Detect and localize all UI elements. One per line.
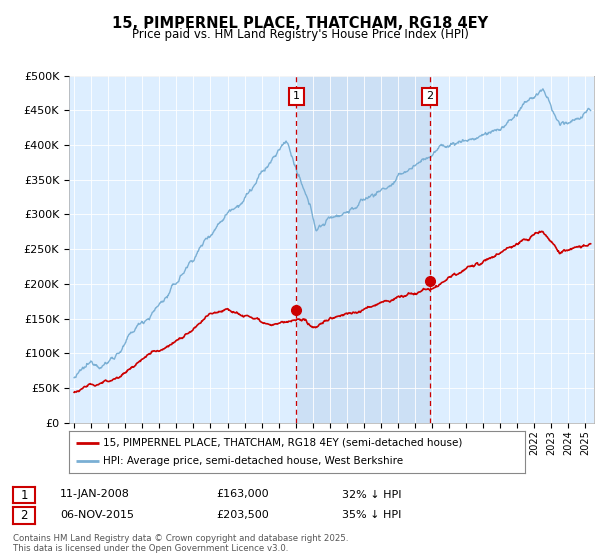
Text: 2: 2 [20, 509, 28, 522]
Text: 15, PIMPERNEL PLACE, THATCHAM, RG18 4EY (semi-detached house): 15, PIMPERNEL PLACE, THATCHAM, RG18 4EY … [103, 438, 463, 448]
Text: HPI: Average price, semi-detached house, West Berkshire: HPI: Average price, semi-detached house,… [103, 456, 403, 466]
Text: 11-JAN-2008: 11-JAN-2008 [60, 489, 130, 500]
Text: 35% ↓ HPI: 35% ↓ HPI [342, 510, 401, 520]
Text: Contains HM Land Registry data © Crown copyright and database right 2025.
This d: Contains HM Land Registry data © Crown c… [13, 534, 349, 553]
Text: Price paid vs. HM Land Registry's House Price Index (HPI): Price paid vs. HM Land Registry's House … [131, 28, 469, 41]
Text: 2: 2 [426, 91, 433, 101]
Text: 32% ↓ HPI: 32% ↓ HPI [342, 489, 401, 500]
Text: £203,500: £203,500 [216, 510, 269, 520]
Bar [296, 76, 430, 423]
Text: 1: 1 [293, 91, 300, 101]
Text: 06-NOV-2015: 06-NOV-2015 [60, 510, 134, 520]
Text: £163,000: £163,000 [216, 489, 269, 500]
Text: 15, PIMPERNEL PLACE, THATCHAM, RG18 4EY: 15, PIMPERNEL PLACE, THATCHAM, RG18 4EY [112, 16, 488, 31]
Text: 1: 1 [20, 488, 28, 502]
